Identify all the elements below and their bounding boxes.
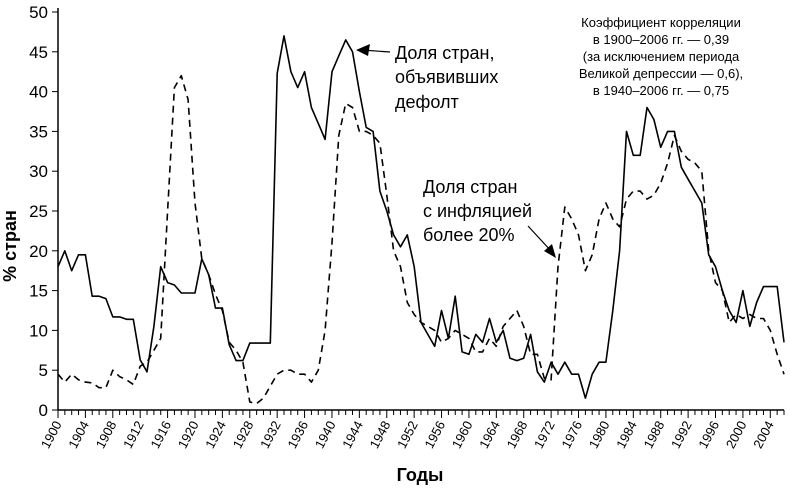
x-tick-label: 1948: [367, 418, 394, 451]
inflation-series-line: [57, 74, 785, 405]
default-series-annotation: Доля стран, объявивших дефолт: [356, 43, 498, 112]
default-label-line-3: дефолт: [395, 92, 459, 112]
series-lines: [57, 35, 785, 405]
x-tick-label: 2000: [723, 418, 750, 451]
x-tick-label: 1988: [641, 418, 668, 451]
x-tick-label: 1912: [120, 418, 147, 451]
x-tick-label: 1908: [93, 418, 120, 451]
x-tick-label: 1956: [421, 418, 448, 451]
y-tick-label: 40: [29, 83, 48, 102]
x-tick-label: 1984: [613, 418, 640, 451]
correlation-note-line-2: в 1900–2006 гг. — 0,39: [593, 32, 729, 47]
x-ticks: 1900 1904 1908 1912 1916 1920 1924 1928 1932 1936…: [38, 410, 785, 451]
x-tick-label: 1924: [202, 418, 229, 451]
inflation-label-line-3: более 20%: [423, 225, 514, 245]
y-tick-label: 0: [39, 401, 48, 420]
inflation-label-line-2: с инфляцией: [423, 201, 532, 221]
x-tick-label: 1952: [394, 418, 421, 451]
x-axis-title: Годы: [397, 465, 444, 485]
x-tick-label: 1900: [38, 418, 65, 451]
correlation-note-line-4: Великой депрессии — 0,6),: [579, 66, 743, 81]
y-tick-label: 30: [29, 162, 48, 181]
y-tick-label: 10: [29, 321, 48, 340]
correlation-note-line-3: (за исключением периода: [583, 49, 740, 64]
x-tick-label: 1972: [531, 418, 558, 451]
correlation-note: Коэффициент корреляции в 1900–2006 гг. —…: [579, 15, 743, 98]
y-tick-label: 15: [29, 282, 48, 301]
correlation-note-line-5: в 1940–2006 гг. — 0,75: [593, 83, 729, 98]
x-tick-label: 1928: [230, 418, 257, 451]
y-axis-title: % стран: [0, 210, 20, 282]
inflation-label-arrow-head: [544, 244, 556, 258]
x-tick-label: 1996: [695, 418, 722, 451]
x-tick-label: 1940: [312, 418, 339, 451]
y-tick-label: 20: [29, 242, 48, 261]
x-tick-label: 1992: [668, 418, 695, 451]
x-tick-label: 2004: [750, 418, 777, 451]
y-tick-label: 45: [29, 43, 48, 62]
x-tick-label: 1916: [147, 418, 174, 451]
y-tick-label: 35: [29, 122, 48, 141]
y-tick-label: 50: [29, 3, 48, 22]
x-tick-label: 1960: [449, 418, 476, 451]
default-label-line-1: Доля стран,: [395, 43, 494, 63]
correlation-note-line-1: Коэффициент корреляции: [581, 15, 741, 30]
inflation-label-line-1: Доля стран: [423, 177, 517, 197]
x-tick-label: 1904: [65, 418, 92, 451]
x-tick-label: 1936: [284, 418, 311, 451]
y-tick-label: 25: [29, 202, 48, 221]
x-tick-label: 1980: [586, 418, 613, 451]
x-tick-label: 1976: [558, 418, 585, 451]
inflation-series-annotation: Доля стран с инфляцией более 20%: [423, 177, 556, 258]
default-label-line-2: объявивших: [395, 67, 498, 87]
x-tick-label: 1932: [257, 418, 284, 451]
x-tick-label: 1968: [504, 418, 531, 451]
y-tick-label: 5: [39, 361, 48, 380]
default-label-arrow-head: [356, 44, 370, 56]
x-tick-label: 1920: [175, 418, 202, 451]
y-ticks: 0 5 10 15 20 25 30 35 40 45 50: [29, 3, 58, 420]
x-tick-label: 1964: [476, 418, 503, 451]
x-tick-label: 1944: [339, 418, 366, 451]
